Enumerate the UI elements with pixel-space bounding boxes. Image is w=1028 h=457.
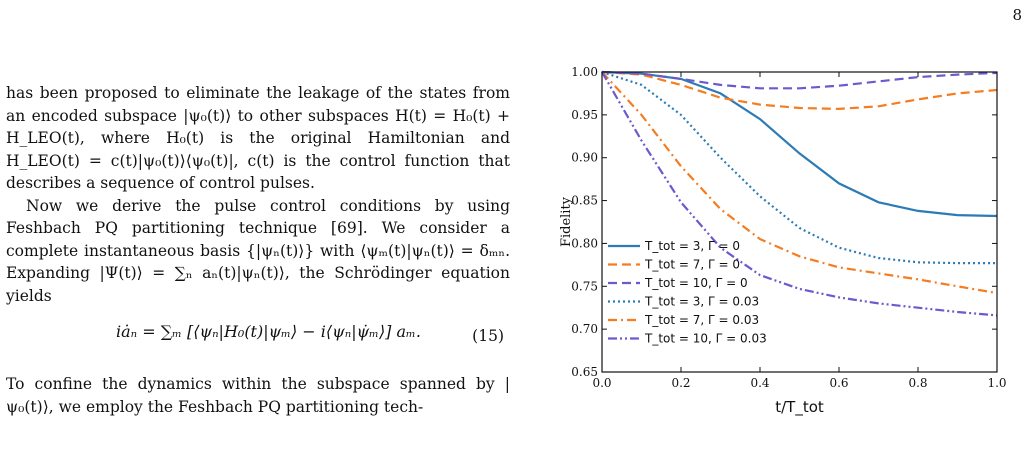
plot-frame: [601, 71, 998, 373]
x-tick-label: 0.2: [671, 376, 690, 390]
legend-label: T_tot = 7, Γ = 0.03: [644, 313, 759, 327]
legend-label: T_tot = 3, Γ = 0.03: [644, 295, 759, 309]
paragraph-1: has been proposed to eliminate the leaka…: [6, 84, 510, 192]
y-tick-label: 0.65: [571, 365, 598, 379]
x-tick-label: 0.8: [908, 376, 927, 390]
paragraph-3: To confine the dynamics within the subsp…: [6, 375, 510, 416]
y-tick-label: 0.85: [571, 194, 598, 208]
equation-15: iȧₙ = ∑ₘ [⟨ψₙ|H₀(t)|ψₘ⟩ − i⟨ψₙ|ψ̇ₘ⟩] aₘ.…: [6, 311, 510, 373]
y-axis-label: Fidelity: [559, 196, 574, 247]
x-tick-label: 0.0: [592, 376, 611, 390]
series-line-6: [601, 71, 998, 317]
fidelity-figure: 0.0 0.2 0.4 0.6 0.8 1.0 0.65 0.70 0.75 0.80 0.85 0.…: [530, 58, 1020, 428]
legend-label: T_tot = 3, Γ = 0: [644, 239, 740, 253]
x-axis-label: t/T_tot: [775, 398, 824, 417]
fidelity-chart: 0.0 0.2 0.4 0.6 0.8 1.0 0.65 0.70 0.75 0.80 0.85 0.…: [559, 65, 1007, 417]
equation-body: iȧₙ = ∑ₘ [⟨ψₙ|H₀(t)|ψₘ⟩ − i⟨ψₙ|ψ̇ₘ⟩] aₘ.: [116, 322, 421, 341]
series-line-2: [601, 70, 998, 111]
paragraph-2: Now we derive the pulse control conditio…: [6, 196, 510, 305]
series-line-5: [601, 71, 998, 295]
x-tick-label: 0.4: [750, 376, 769, 390]
equation-number: (15): [472, 327, 504, 345]
y-tick-label: 0.70: [571, 322, 598, 336]
x-tick-label: 1.0: [987, 376, 1006, 390]
x-tick-label: 0.6: [829, 376, 848, 390]
y-tick-label: 0.80: [571, 236, 598, 250]
series-line-4: [601, 70, 997, 265]
legend-label: T_tot = 10, Γ = 0: [644, 276, 748, 290]
y-tick-label: 1.00: [571, 65, 598, 79]
series-line-1: [601, 70, 998, 218]
y-tick-label: 0.90: [571, 151, 598, 165]
page-number: 8: [1012, 6, 1022, 24]
legend-label: T_tot = 7, Γ = 0: [644, 258, 740, 272]
legend-label: T_tot = 10, Γ = 0.03: [644, 332, 767, 346]
y-tick-label: 0.75: [571, 279, 598, 293]
y-tick-label: 0.95: [571, 108, 598, 122]
text-column: has been proposed to eliminate the leaka…: [6, 82, 510, 418]
series-line-3: [601, 70, 998, 90]
